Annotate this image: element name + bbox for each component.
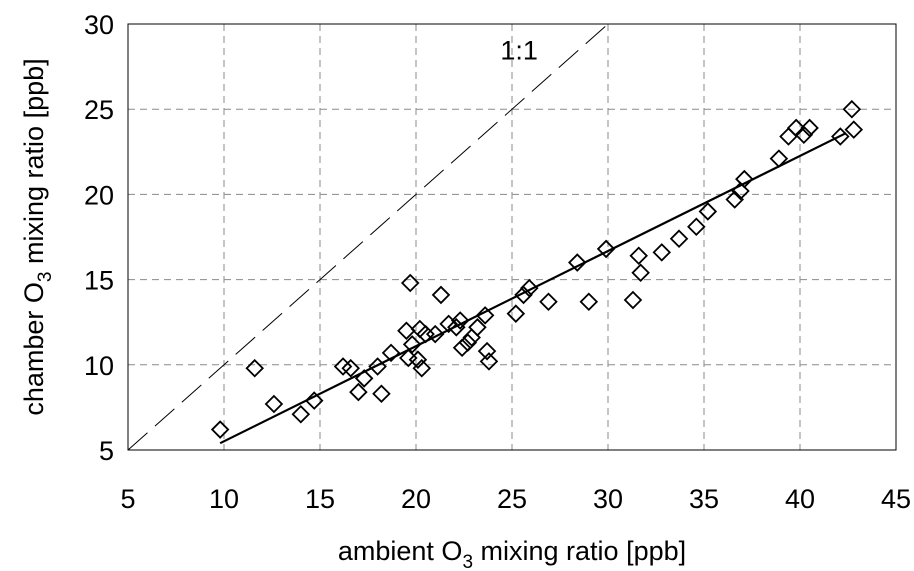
data-point	[779, 127, 798, 146]
data-point	[245, 358, 264, 378]
x-axis-title-prefix: ambient O	[338, 536, 463, 566]
y-tick-label: 20	[84, 180, 114, 210]
one-to-one-line	[127, 23, 609, 451]
data-point	[333, 357, 353, 376]
y-tick-label: 5	[99, 436, 114, 466]
data-point	[842, 99, 862, 119]
x-axis-title-subscript: 3	[462, 552, 473, 571]
data-point	[698, 202, 718, 221]
data-point	[506, 304, 526, 323]
x-axis-title: ambient O3 mixing ratio [ppb]	[338, 536, 686, 571]
data-points	[210, 99, 864, 439]
data-point	[631, 263, 650, 283]
data-point	[402, 335, 422, 354]
y-axis-tick-labels: 5 10 15 20 25 30	[84, 10, 114, 466]
data-point	[629, 246, 648, 266]
data-point	[794, 125, 814, 145]
data-point	[568, 253, 587, 272]
data-point	[831, 127, 850, 146]
data-point	[372, 384, 391, 404]
data-point	[579, 292, 599, 312]
y-tick-label: 10	[84, 351, 114, 381]
data-point	[479, 352, 499, 371]
data-point	[264, 394, 284, 414]
data-point	[731, 181, 750, 201]
x-tick-label: 35	[689, 484, 719, 514]
data-point	[304, 391, 324, 410]
data-point	[431, 285, 451, 305]
data-point	[412, 358, 432, 378]
data-point	[596, 239, 616, 259]
y-tick-label: 30	[84, 10, 114, 40]
data-point	[468, 318, 487, 337]
data-point	[623, 290, 643, 310]
x-axis-title-suffix: mixing ratio [ppb]	[473, 536, 686, 566]
data-point	[514, 285, 533, 305]
y-axis-title-suffix: mixing ratio [ppb]	[19, 58, 49, 271]
x-tick-label: 5	[120, 484, 135, 514]
plot-area-frame	[127, 23, 897, 451]
y-axis-title-subscript: 3	[35, 271, 56, 282]
y-tick-label: 15	[84, 266, 114, 296]
data-point	[735, 169, 754, 189]
data-point	[210, 420, 230, 439]
data-point	[450, 311, 470, 330]
data-point	[354, 369, 374, 388]
x-tick-label: 45	[881, 484, 911, 514]
data-point	[447, 318, 466, 337]
data-point	[477, 341, 497, 361]
data-point	[475, 306, 495, 325]
x-tick-label: 15	[305, 484, 335, 514]
data-point	[800, 118, 819, 138]
data-point	[539, 292, 558, 312]
reference-line-group	[127, 23, 609, 451]
data-point	[769, 149, 789, 168]
x-tick-label: 30	[593, 484, 623, 514]
data-point	[381, 343, 401, 363]
y-axis-title-prefix: chamber O	[19, 282, 49, 416]
data-point	[341, 358, 360, 378]
data-point	[452, 338, 472, 358]
data-point	[400, 273, 420, 293]
data-point	[368, 357, 387, 376]
data-point	[458, 333, 478, 352]
gridlines	[128, 24, 896, 450]
data-point	[349, 382, 368, 402]
y-axis-title: chamber O3 mixing ratio [ppb]	[19, 58, 56, 415]
data-point	[669, 229, 689, 248]
data-point	[725, 190, 744, 209]
data-point	[844, 120, 864, 139]
data-point	[425, 324, 445, 344]
data-point	[652, 243, 672, 262]
data-point	[410, 319, 430, 339]
x-axis-tick-labels: 5 10 15 20 25 30 35 40 45	[120, 484, 911, 514]
one-to-one-label: 1:1	[500, 36, 538, 66]
data-point	[408, 350, 428, 369]
x-tick-label: 10	[209, 484, 239, 514]
x-tick-label: 20	[401, 484, 431, 514]
data-point	[687, 217, 706, 237]
y-tick-label: 25	[84, 95, 114, 125]
data-point	[520, 278, 539, 298]
x-tick-label: 25	[497, 484, 527, 514]
x-tick-label: 40	[785, 484, 815, 514]
data-point	[291, 404, 311, 424]
